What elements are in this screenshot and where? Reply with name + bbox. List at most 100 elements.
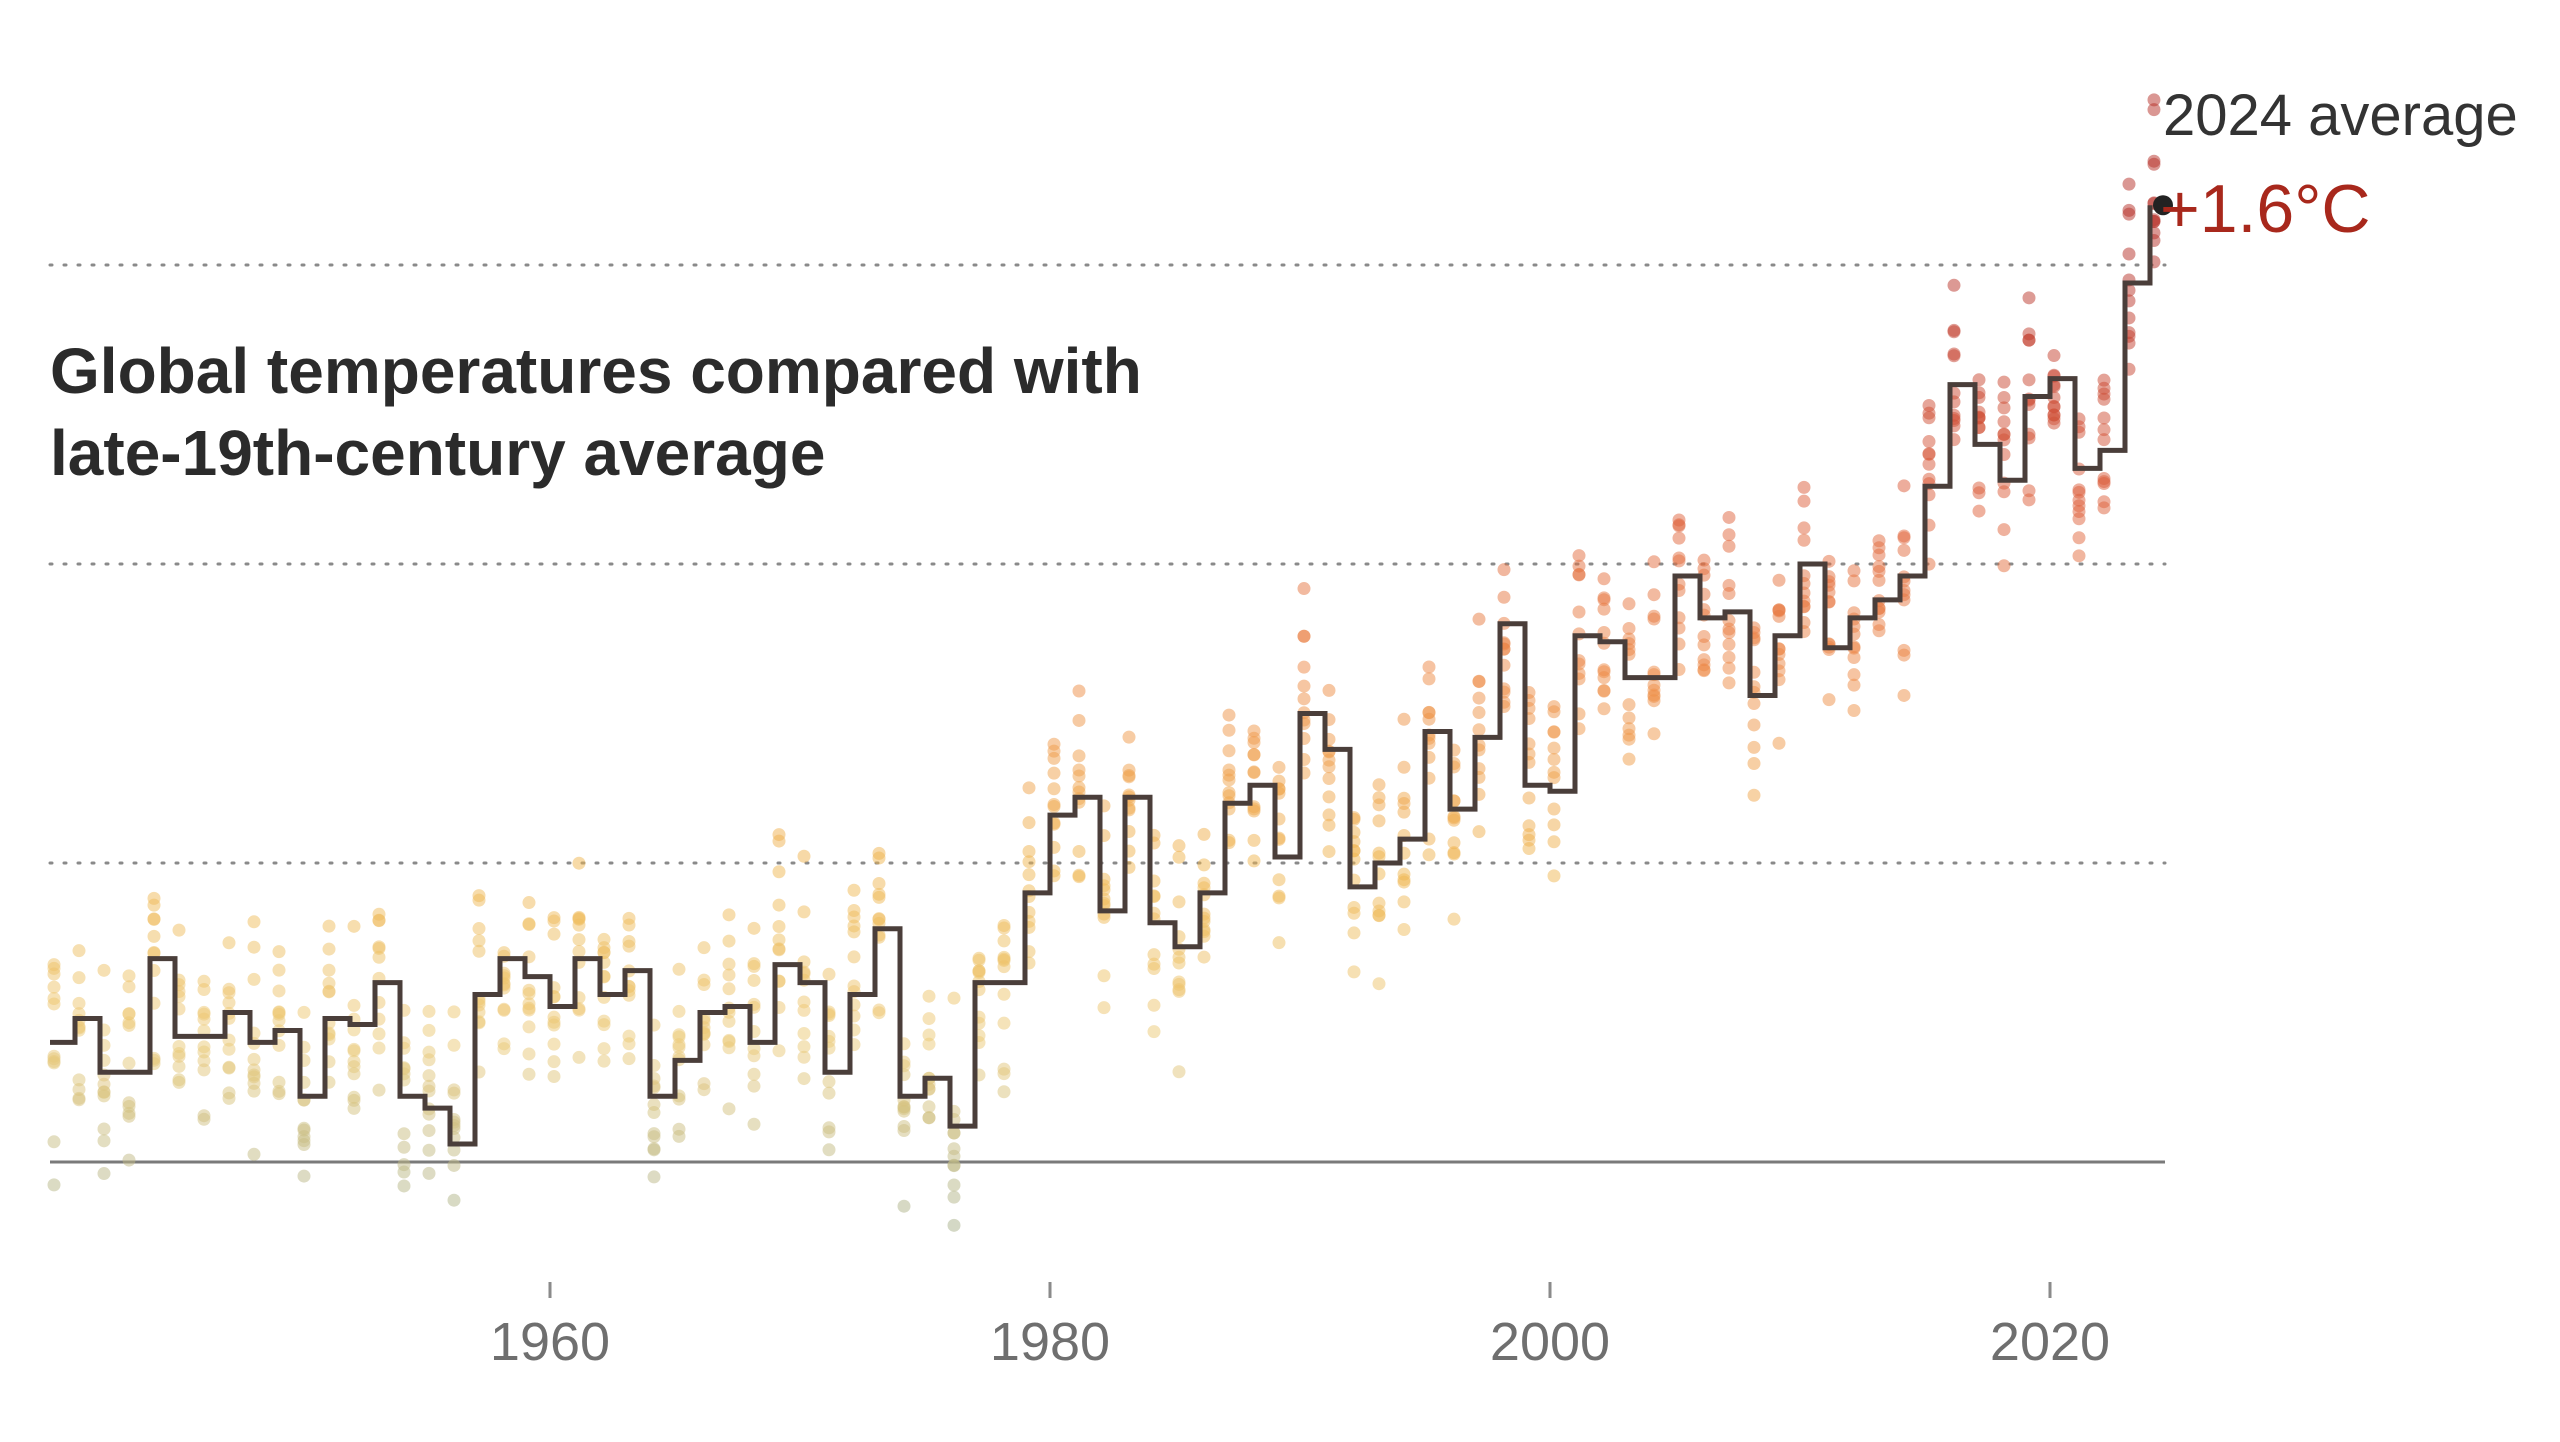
monthly-dot <box>1372 977 1386 991</box>
latest-year-point <box>2153 195 2173 216</box>
monthly-dot <box>1722 676 1736 690</box>
monthly-dot <box>672 1004 686 1018</box>
monthly-dot <box>722 1041 736 1055</box>
monthly-dot <box>1447 912 1461 926</box>
monthly-dot <box>1072 870 1086 884</box>
monthly-dot <box>347 998 361 1012</box>
x-tick-label: 2000 <box>1490 1312 1610 1372</box>
monthly-dot <box>1622 597 1636 611</box>
monthly-dot <box>247 972 261 986</box>
monthly-dot <box>1422 660 1436 674</box>
monthly-dot <box>2097 495 2111 509</box>
monthly-dot <box>2147 103 2161 117</box>
monthly-dot <box>1597 684 1611 698</box>
monthly-dot <box>247 940 261 954</box>
monthly-dot <box>72 1093 86 1107</box>
monthly-dot <box>1347 926 1361 940</box>
monthly-dot <box>122 980 136 994</box>
monthly-dot <box>247 1147 261 1161</box>
monthly-dot <box>1847 703 1861 717</box>
monthly-dot <box>1547 741 1561 755</box>
monthly-dot <box>997 1085 1011 1099</box>
monthly-dot <box>122 1007 136 1021</box>
monthly-dot <box>972 953 986 967</box>
monthly-dot <box>1372 909 1386 923</box>
monthly-dot <box>1772 604 1786 618</box>
monthly-dot <box>1322 845 1336 859</box>
monthly-dot <box>722 957 736 971</box>
monthly-dot <box>797 849 811 863</box>
monthly-dot <box>2047 349 2061 363</box>
annotation-label: 2024 average <box>2163 83 2518 148</box>
monthly-dot <box>297 1005 311 1019</box>
monthly-dot <box>722 1014 736 1028</box>
monthly-dot <box>1722 587 1736 601</box>
monthly-dot <box>1647 609 1661 623</box>
monthly-dot <box>1472 612 1486 626</box>
monthly-dot <box>1297 629 1311 643</box>
monthly-dot <box>1997 375 2011 389</box>
monthly-dot <box>1672 554 1686 568</box>
monthly-dot <box>1497 590 1511 604</box>
monthly-dot <box>572 933 586 947</box>
monthly-dot <box>497 1003 511 1017</box>
monthly-dot <box>2072 483 2086 497</box>
monthly-dot <box>1797 533 1811 547</box>
monthly-dot <box>847 950 861 964</box>
monthly-dot <box>422 1045 436 1059</box>
monthly-dot <box>172 1075 186 1089</box>
monthly-dot <box>197 1012 211 1026</box>
x-axis-ticks: 1960 1980 2000 2020 <box>490 1282 2110 1372</box>
monthly-dot <box>1747 718 1761 732</box>
monthly-dot <box>947 1178 961 1192</box>
monthly-dot <box>122 1016 136 1030</box>
monthly-dot <box>1622 621 1636 635</box>
monthly-dot <box>597 1054 611 1068</box>
monthly-dot <box>1197 858 1211 872</box>
monthly-dot <box>1547 835 1561 849</box>
monthly-dot <box>872 876 886 890</box>
monthly-dot <box>2022 327 2036 341</box>
monthly-dot <box>822 1143 836 1157</box>
monthly-dot <box>1472 706 1486 720</box>
chart-title-line-2: late-19th-century average <box>50 417 825 489</box>
monthly-dot <box>1572 549 1586 563</box>
monthly-dot <box>947 991 961 1005</box>
monthly-dot <box>922 1028 936 1042</box>
monthly-dot <box>522 1047 536 1061</box>
monthly-dot <box>72 1083 86 1097</box>
monthly-dot <box>747 973 761 987</box>
monthly-dot <box>1372 814 1386 828</box>
monthly-dot <box>122 969 136 983</box>
monthly-dot <box>547 1015 561 1029</box>
monthly-dot <box>772 919 786 933</box>
monthly-dot <box>347 1090 361 1104</box>
monthly-dot <box>822 1075 836 1089</box>
monthly-dot <box>472 934 486 948</box>
monthly-dot <box>647 1170 661 1184</box>
monthly-dot <box>947 1218 961 1232</box>
monthly-dot <box>622 1052 636 1066</box>
monthly-dot <box>1247 736 1261 750</box>
monthly-dot <box>1272 936 1286 950</box>
monthly-dot <box>997 934 1011 948</box>
monthly-dot <box>797 905 811 919</box>
monthly-dot <box>372 1041 386 1055</box>
monthly-dot <box>197 1054 211 1068</box>
monthly-dot <box>822 1086 836 1100</box>
monthly-dot <box>1222 744 1236 758</box>
monthly-dot <box>1047 797 1061 811</box>
monthly-dot <box>647 1142 661 1156</box>
monthly-dot <box>1072 781 1086 795</box>
monthly-dot <box>1997 523 2011 537</box>
monthly-dot <box>2147 93 2161 107</box>
monthly-dot <box>572 918 586 932</box>
monthly-dot <box>1722 661 1736 675</box>
monthly-dot <box>222 986 236 1000</box>
monthly-dot <box>372 907 386 921</box>
monthly-dot <box>1647 555 1661 569</box>
monthly-dot <box>1747 697 1761 711</box>
monthly-dot <box>222 1042 236 1056</box>
monthly-dot <box>222 1086 236 1100</box>
monthly-dot <box>422 1004 436 1018</box>
